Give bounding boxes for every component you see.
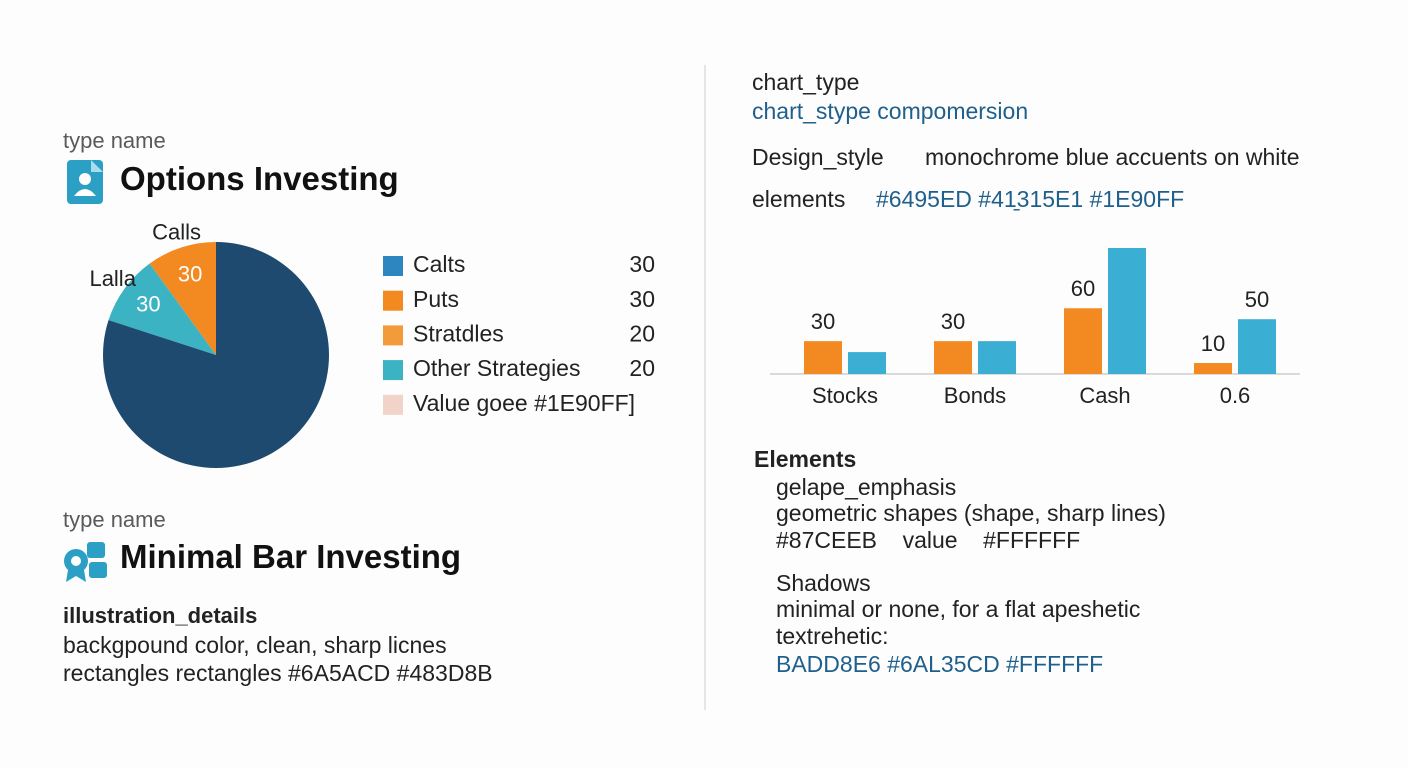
pie-category-label: Calls <box>152 219 201 244</box>
text-line: rectangles rectangles #6A5ACD #483D8B <box>63 660 493 686</box>
bar-value-label: 30 <box>941 309 965 334</box>
heading: illustration_details <box>63 603 258 628</box>
pie-slice <box>103 242 330 468</box>
bar-value-label: 50 <box>1245 287 1269 312</box>
legend-label: Stratdles <box>413 320 504 346</box>
heading: Elements <box>754 446 857 472</box>
text-line: gelape_emphasis <box>776 474 957 500</box>
legend-value: 20 <box>629 320 655 346</box>
x-tick-label: Cash <box>1079 383 1130 408</box>
icon <box>67 160 103 204</box>
legend-swatch <box>383 360 403 381</box>
bar-value-label: 10 <box>1201 331 1225 356</box>
text-line: backgpound color, clean, sharp licnes <box>63 632 447 658</box>
pie-value-label: 30 <box>178 261 202 286</box>
section-title: Options Investing <box>120 160 399 197</box>
spec-label: chart_type <box>752 69 860 95</box>
kicker: type name <box>63 507 166 532</box>
x-tick-label: 0.6 <box>1220 383 1251 408</box>
kicker: type name <box>63 128 166 153</box>
bar <box>1064 308 1102 374</box>
x-tick-label: Stocks <box>812 383 878 408</box>
text-line: #87CEEB value #FFFFFF <box>776 527 1081 553</box>
legend-swatch <box>383 290 403 311</box>
legend-value: 20 <box>629 355 655 381</box>
text-line: geometric shapes (shape, sharp lines) <box>776 500 1166 526</box>
bar <box>848 352 886 374</box>
text-line: BADD8E6 #6AL35CD #FFFFFF <box>776 651 1104 677</box>
x-tick-label: Bonds <box>944 383 1006 408</box>
legend-value: 30 <box>629 286 655 312</box>
legend-swatch <box>383 394 403 415</box>
bar <box>1108 248 1146 374</box>
bar <box>978 341 1016 374</box>
spec-label: Design_style <box>752 144 884 170</box>
bar-value-label: 60 <box>1071 276 1095 301</box>
spec-value: chart_stype compomersion <box>752 98 1029 124</box>
section-title: Minimal Bar Investing <box>120 538 462 575</box>
legend-label: Puts <box>413 286 459 312</box>
legend-label: Calts <box>413 251 465 277</box>
spec-label: elements <box>752 186 846 212</box>
bar <box>1238 319 1276 374</box>
bar-value-label: 30 <box>811 309 835 334</box>
legend-value: 30 <box>629 251 655 277</box>
icon <box>64 542 107 582</box>
pie-category-label: Lalla <box>89 266 136 291</box>
bar <box>804 341 842 374</box>
spec-value: #6495ED #41̱315E1 #1E90FF <box>876 186 1185 212</box>
heading: Shadows <box>776 570 871 596</box>
text-line: textrehetic: <box>776 623 889 649</box>
legend-label: Other Strategies <box>413 355 580 381</box>
spec-value: monochrome blue accuents on white <box>925 144 1300 170</box>
legend-label: Value goee #1E90FF] <box>413 390 635 416</box>
bar <box>1194 363 1232 374</box>
text-line: minimal or none, for a flat apeshetic <box>776 596 1141 622</box>
legend-swatch <box>383 325 403 346</box>
pie-slice <box>149 242 216 355</box>
bar <box>934 341 972 374</box>
pie-value-label: 30 <box>136 292 160 317</box>
pie-slice <box>108 263 216 355</box>
legend-swatch <box>383 256 403 276</box>
